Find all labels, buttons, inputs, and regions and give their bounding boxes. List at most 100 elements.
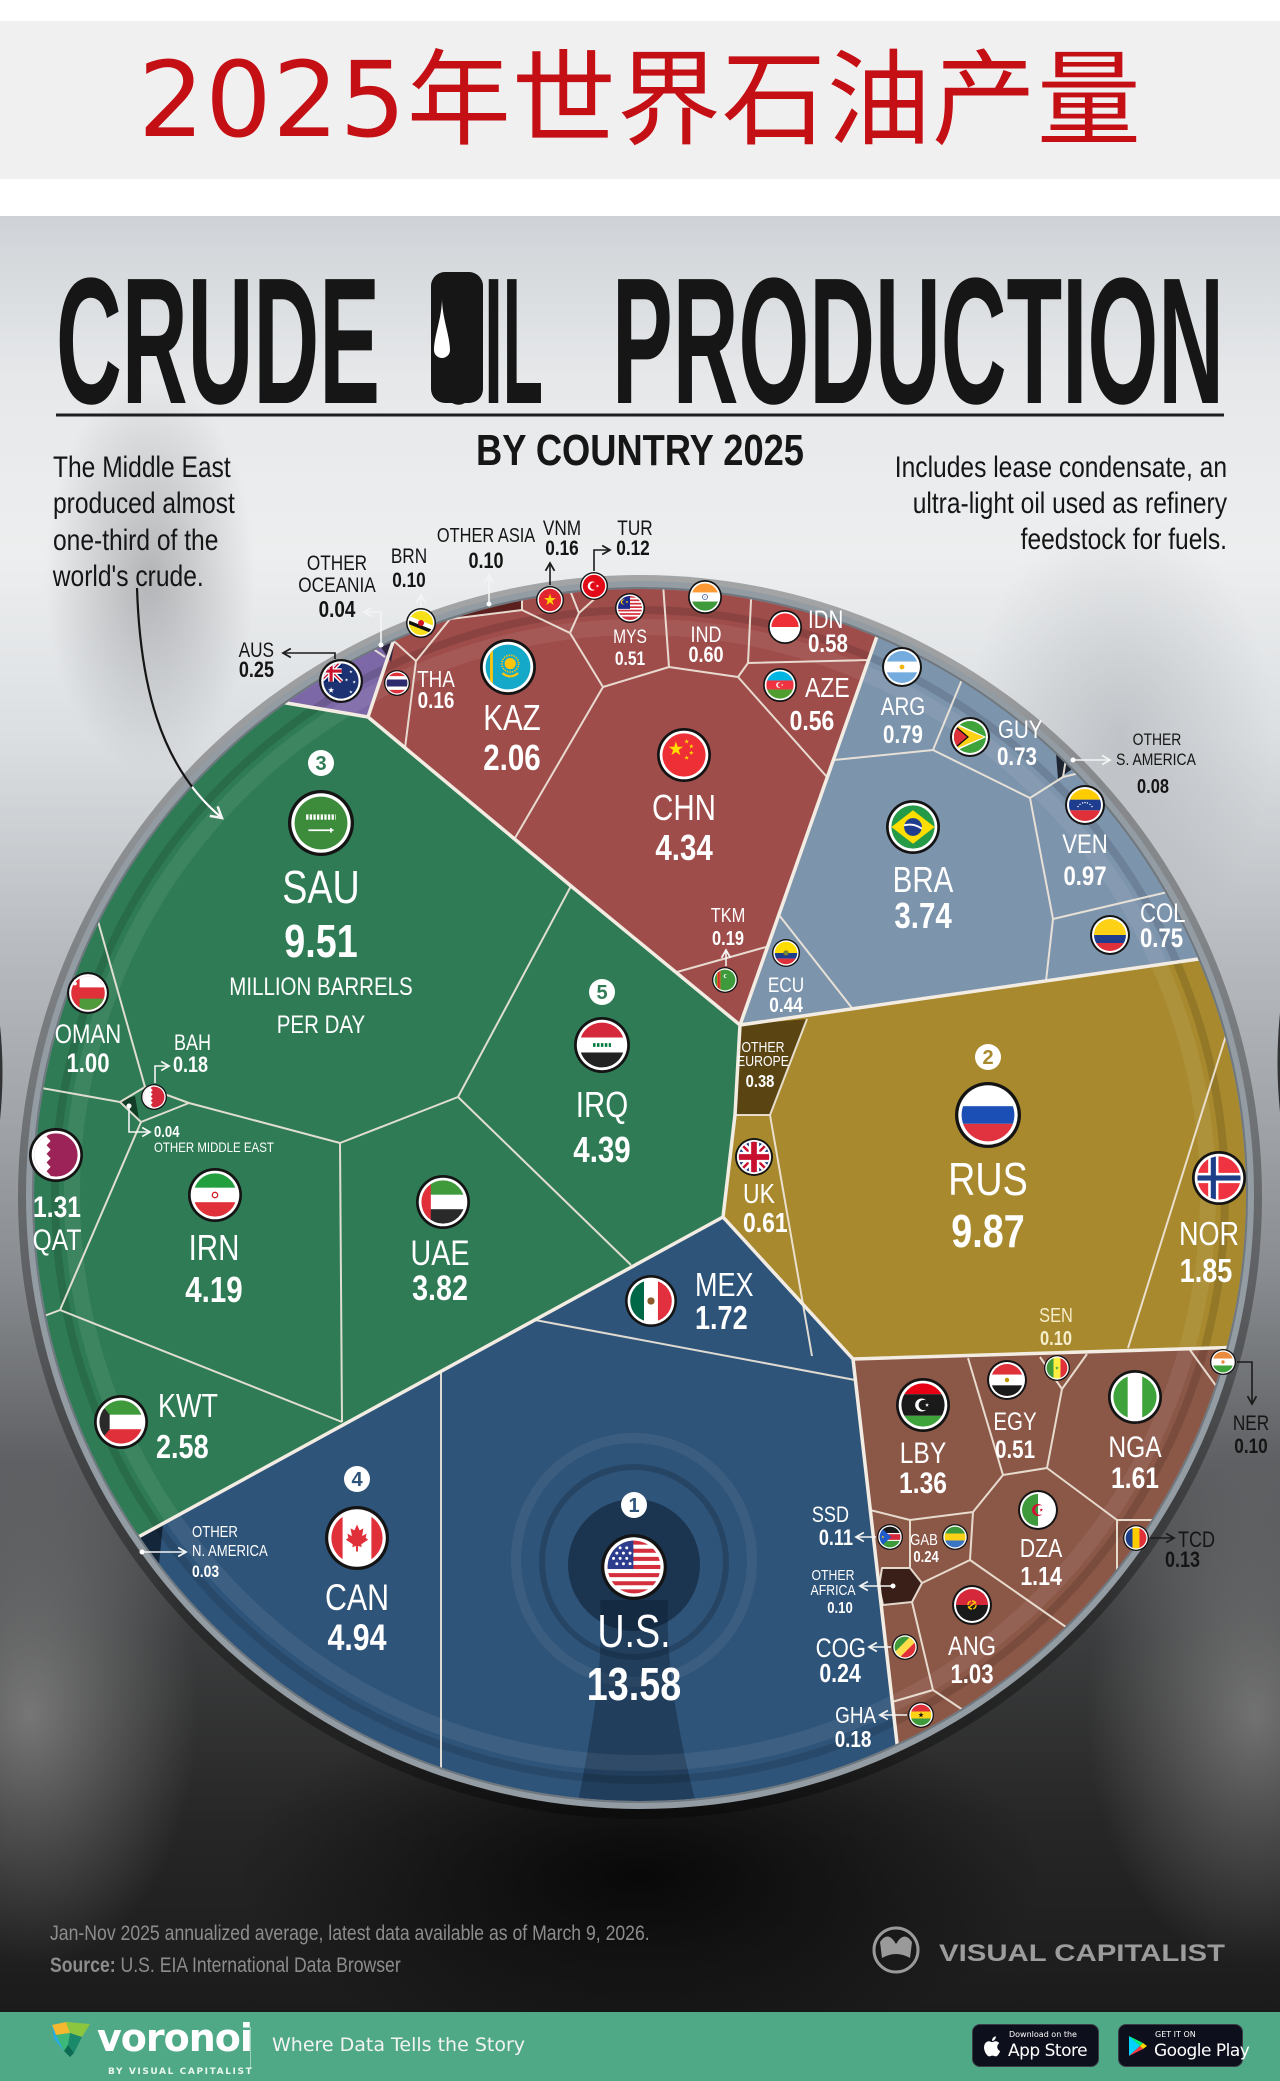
unit-label: MILLION BARRELS xyxy=(229,972,412,1000)
country-oman: OMAN 1.00 xyxy=(55,972,121,1079)
country-irq: 5 IRQ 4.39 xyxy=(573,979,631,1170)
flag-usa-icon xyxy=(601,1534,667,1600)
country-value: 0.04 xyxy=(319,597,356,622)
country-idn: IDN 0.58 xyxy=(768,605,848,657)
note-right: Includes lease condensate, an ultra-ligh… xyxy=(895,450,1228,556)
flag-lby-icon xyxy=(896,1378,950,1432)
note-right-line: Includes lease condensate, an xyxy=(895,450,1227,484)
voronoi-logo-text[interactable]: voronoi xyxy=(97,2016,253,2060)
country-brn: BRN 0.10 xyxy=(391,546,436,638)
flag-irn-icon xyxy=(188,1168,242,1222)
country-value: 0.75 xyxy=(1140,924,1183,954)
flag-bra-icon xyxy=(886,800,940,854)
country-code: CHN xyxy=(652,787,716,827)
country-ssd: SSD 0.11 xyxy=(812,1503,903,1550)
country-value: 0.24 xyxy=(819,1659,861,1689)
country-value: 1.03 xyxy=(950,1660,993,1690)
pointer-arrow-icon xyxy=(593,544,612,571)
country-code: OTHER xyxy=(1133,731,1182,750)
country-nor: NOR 1.85 xyxy=(1179,1151,1246,1290)
rank-number: 2 xyxy=(982,1047,993,1069)
title-word-crude: CRUDE xyxy=(56,241,380,442)
country-value: 4.34 xyxy=(655,827,713,867)
country-value: 0.25 xyxy=(239,658,274,682)
flag-irq-icon xyxy=(574,1017,630,1073)
country-mex: MEX 1.72 xyxy=(625,1268,754,1337)
country-other-middle-east: 0.04 OTHER MIDDLE EAST xyxy=(154,1124,274,1155)
country-code: OTHER xyxy=(307,553,367,576)
note-left-line: one-third of the xyxy=(53,523,218,557)
google-play-small-text: GET IT ON xyxy=(1155,2030,1196,2039)
country-value: 9.87 xyxy=(951,1205,1024,1256)
country-egy: EGY 0.51 xyxy=(987,1360,1037,1463)
note-left-line: The Middle East xyxy=(53,450,231,484)
flag-sau-icon xyxy=(288,790,354,856)
source-label: Source: xyxy=(50,1953,116,1977)
country-code: ARG xyxy=(881,692,925,720)
country-value: 3.74 xyxy=(894,895,952,935)
country-other-s-america: OTHER S. AMERICA 0.08 xyxy=(1116,731,1196,798)
pointer-arrow-icon xyxy=(128,1106,152,1138)
google-play-button[interactable]: GET IT ON Google Play xyxy=(1118,2024,1250,2067)
pointer-arrow-icon xyxy=(281,647,336,659)
flag-oman-icon xyxy=(67,972,109,1014)
flag-gha-icon xyxy=(908,1702,934,1728)
flag-can-icon xyxy=(325,1506,389,1570)
country-value: 0.61 xyxy=(743,1208,788,1239)
country-code: GUY xyxy=(998,715,1042,743)
footnote-text: Jan-Nov 2025 annualized average, latest … xyxy=(50,1921,650,1945)
country-value: 0.13 xyxy=(1165,1548,1200,1572)
country-code: RUS xyxy=(948,1153,1028,1204)
flag-col-icon xyxy=(1090,915,1130,955)
google-play-label: Google Play xyxy=(1154,2041,1250,2061)
country-code: QAT xyxy=(33,1223,82,1257)
flag-tcd-icon xyxy=(1123,1525,1149,1551)
country-value: 1.61 xyxy=(1111,1461,1159,1495)
country-value: 13.58 xyxy=(587,1658,681,1709)
country-value: 1.00 xyxy=(66,1049,109,1079)
flag-bah-icon xyxy=(141,1084,167,1110)
flag-gab-icon xyxy=(942,1524,968,1550)
country-value: 2.06 xyxy=(483,737,540,777)
page-title: 2025年世界石油产量 xyxy=(138,39,1142,161)
country-code: MYS xyxy=(613,626,647,648)
title-word-production: PRODUCTION xyxy=(612,241,1224,442)
country-code: AZE xyxy=(805,673,850,704)
note-right-line: ultra-light oil used as refinery xyxy=(913,486,1228,520)
country-code: NGA xyxy=(1108,1430,1162,1464)
country-code: S. AMERICA xyxy=(1116,751,1196,770)
country-guy: GUY 0.73 xyxy=(950,715,1042,770)
infographic: CRUDE OIL PRODUCTION BY COUNTRY 2025 The… xyxy=(0,216,1280,2012)
country-other-asia: OTHER ASIA 0.10 xyxy=(437,523,536,573)
country-value: 0.10 xyxy=(468,549,503,573)
voronoi-logo-icon[interactable] xyxy=(50,2021,92,2059)
country-chn: CHN 4.34 xyxy=(652,728,716,868)
header-band: 2025年世界石油产量 xyxy=(0,21,1280,179)
pointer-arrow-icon xyxy=(1237,1361,1258,1406)
voronoi-logo-subtext: BY VISUAL CAPITALIST xyxy=(108,2067,254,2077)
country-arg: ARG 0.79 xyxy=(881,647,925,748)
flag-uae-icon xyxy=(416,1175,470,1229)
country-ner: NER 0.10 xyxy=(1210,1349,1269,1458)
flag-tha-icon xyxy=(384,670,410,696)
rank-badge xyxy=(975,1044,1001,1070)
country-gab: GAB 0.24 xyxy=(910,1524,968,1566)
country-code: GAB xyxy=(910,1532,938,1549)
flag-egy-icon xyxy=(987,1360,1027,1400)
country-kwt: KWT 2.58 xyxy=(94,1389,218,1466)
country-value: 0.08 xyxy=(1137,774,1169,797)
country-irn: IRN 4.19 xyxy=(185,1168,243,1310)
app-store-button[interactable]: Download on the App Store xyxy=(972,2024,1099,2067)
country-vnm: VNM 0.16 xyxy=(536,518,581,614)
country-value: 4.94 xyxy=(327,1617,386,1659)
continent-borders xyxy=(130,621,1246,1753)
country-value: 0.10 xyxy=(392,570,426,593)
country-code: IRQ xyxy=(576,1084,628,1124)
cell-borders xyxy=(34,589,1246,1801)
country-code: MEX xyxy=(695,1268,754,1304)
country-code: LBY xyxy=(900,1436,946,1470)
flag-kaz-icon xyxy=(480,639,536,695)
country-code: CAN xyxy=(325,1577,389,1619)
apple-icon xyxy=(984,2036,1001,2057)
country-code: N. AMERICA xyxy=(192,1543,268,1560)
